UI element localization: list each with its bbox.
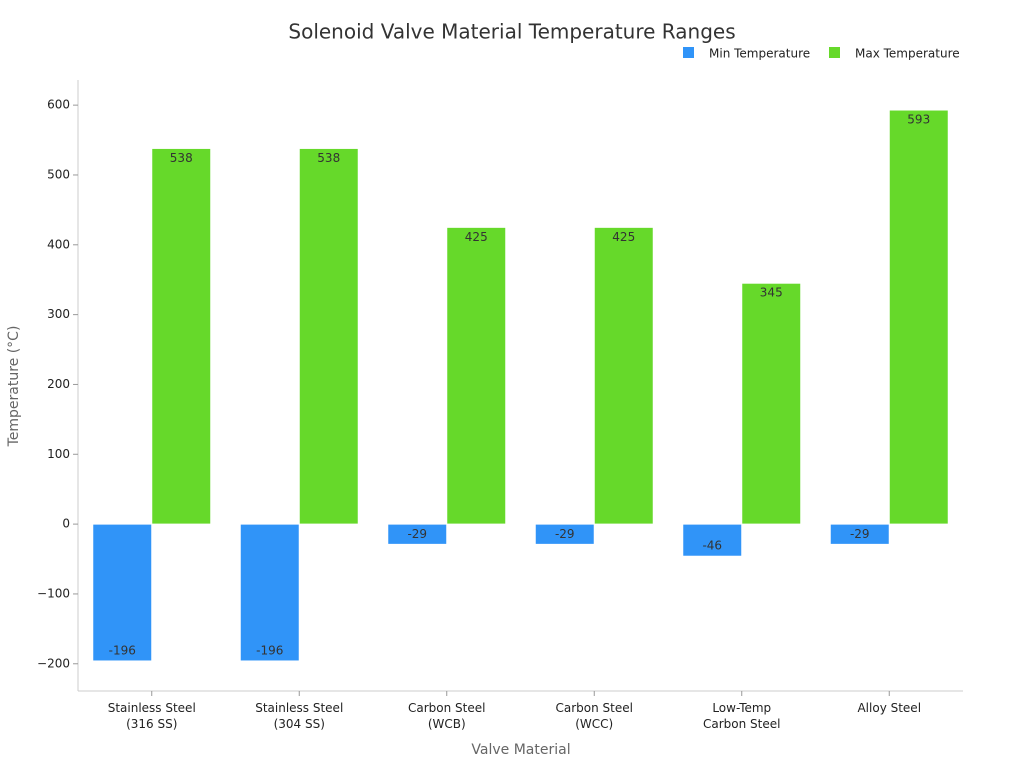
y-tick-label: 200 — [47, 377, 70, 391]
y-tick-label: 600 — [47, 98, 70, 112]
chart-title: Solenoid Valve Material Temperature Rang… — [288, 20, 735, 44]
x-tick-label-line: Carbon Steel — [703, 717, 780, 731]
bar — [682, 523, 743, 557]
value-label: -29 — [555, 527, 575, 541]
y-tick-label: −100 — [37, 586, 70, 600]
legend-swatch — [683, 47, 694, 58]
bar — [239, 523, 300, 662]
bar — [446, 226, 507, 525]
bar — [92, 523, 153, 662]
y-tick-label: 100 — [47, 447, 70, 461]
legend-label: Min Temperature — [709, 47, 810, 61]
value-label: -29 — [407, 527, 427, 541]
bar — [534, 523, 595, 545]
x-tick-label-line: Low-Temp — [712, 701, 771, 715]
x-tick-label: Carbon Steel (WCC) — [556, 701, 633, 731]
value-label: 425 — [465, 230, 488, 244]
x-axis-label: Valve Material — [471, 742, 570, 758]
x-tick-label-line: Stainless Steel — [255, 701, 343, 715]
value-label: 345 — [760, 286, 783, 300]
value-label: -46 — [702, 539, 722, 553]
legend-label: Max Temperature — [855, 47, 960, 61]
y-tick-label: 500 — [47, 167, 70, 181]
x-tick-label-line: (WCB) — [428, 717, 466, 731]
x-tick-label-line: Stainless Steel — [108, 701, 196, 715]
x-tick-label-line: Alloy Steel — [857, 701, 921, 715]
x-tick-label: Carbon Steel (WCB) — [408, 701, 485, 731]
y-axis-label: Temperature (°C) — [6, 326, 22, 448]
x-tick-label: Alloy Steel — [857, 701, 921, 715]
value-label: 538 — [317, 151, 340, 165]
y-tick-label: −200 — [37, 656, 70, 670]
bar — [741, 282, 802, 525]
bar — [888, 109, 949, 525]
value-label: -196 — [256, 643, 283, 657]
bar — [151, 147, 212, 525]
value-label: -196 — [109, 643, 136, 657]
y-tick-label: 400 — [47, 237, 70, 251]
value-label: 593 — [907, 113, 930, 127]
y-tick-label: 300 — [47, 307, 70, 321]
legend-swatch — [829, 47, 840, 58]
x-tick-label-line: Carbon Steel — [556, 701, 633, 715]
y-tick-label: 0 — [62, 517, 70, 531]
x-tick-label: Low-Temp Carbon Steel — [703, 701, 780, 731]
bar — [387, 523, 448, 545]
x-tick-label-line: (316 SS) — [126, 717, 177, 731]
bar — [829, 523, 890, 545]
x-tick-label-line: Carbon Steel — [408, 701, 485, 715]
bar — [593, 226, 654, 525]
x-tick-label-line: (304 SS) — [274, 717, 325, 731]
x-tick-label: Stainless Steel (316 SS) — [108, 701, 196, 731]
value-label: 425 — [612, 230, 635, 244]
x-tick-label: Stainless Steel (304 SS) — [255, 701, 343, 731]
value-label: -29 — [850, 527, 870, 541]
bar — [298, 147, 359, 525]
x-tick-label-line: (WCC) — [575, 717, 613, 731]
value-label: 538 — [170, 151, 193, 165]
